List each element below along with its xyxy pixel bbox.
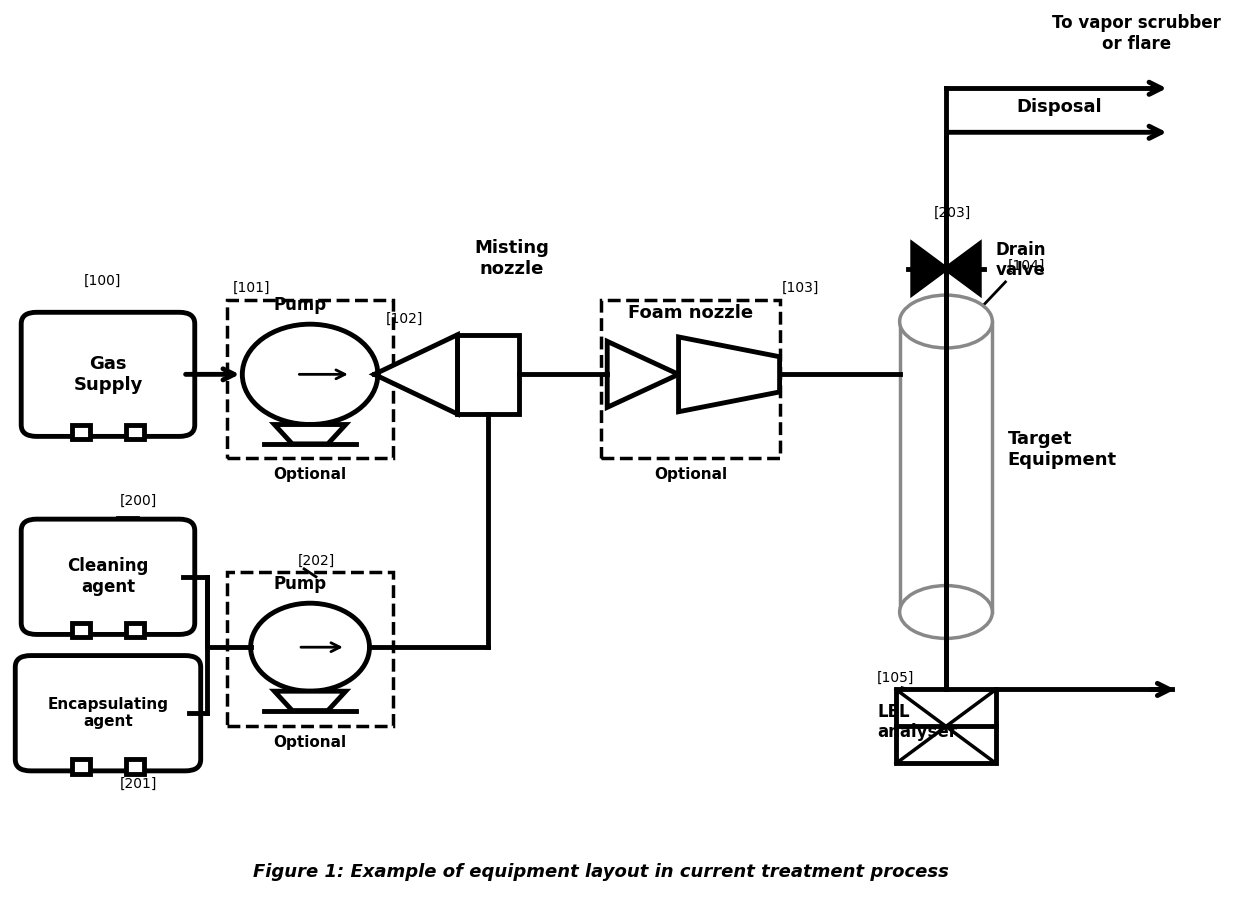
Text: Encapsulating
agent: Encapsulating agent	[47, 697, 169, 729]
Bar	[72, 759, 89, 774]
Text: [102]: [102]	[387, 312, 424, 326]
Text: LEL
analyser: LEL analyser	[877, 702, 957, 741]
Text: Foam nozzle: Foam nozzle	[628, 303, 753, 321]
Text: Figure 1: Example of equipment layout in current treatment process: Figure 1: Example of equipment layout in…	[253, 862, 949, 881]
Bar	[900, 321, 992, 612]
FancyBboxPatch shape	[21, 312, 195, 436]
Polygon shape	[679, 337, 779, 412]
Text: [103]: [103]	[782, 281, 819, 295]
Polygon shape	[274, 691, 346, 710]
Text: Target
Equipment: Target Equipment	[1007, 430, 1116, 469]
Text: Cleaning
agent: Cleaning agent	[67, 557, 149, 596]
Polygon shape	[607, 341, 679, 407]
Text: [104]: [104]	[1007, 259, 1046, 273]
Ellipse shape	[900, 295, 992, 348]
FancyBboxPatch shape	[15, 655, 201, 771]
Bar	[457, 335, 519, 414]
Circle shape	[250, 604, 369, 691]
Text: Optional: Optional	[274, 467, 347, 481]
Text: Gas
Supply: Gas Supply	[73, 355, 142, 394]
Polygon shape	[947, 244, 979, 293]
Text: [203]: [203]	[934, 206, 971, 220]
Text: Pump: Pump	[274, 297, 327, 315]
Circle shape	[243, 324, 378, 424]
Bar	[227, 300, 393, 458]
Bar	[126, 623, 144, 637]
Bar	[126, 425, 144, 439]
Bar	[896, 690, 996, 764]
Text: To vapor scrubber
or flare: To vapor scrubber or flare	[1052, 14, 1220, 53]
Polygon shape	[374, 335, 457, 414]
Text: [200]: [200]	[120, 494, 157, 508]
Text: Disposal: Disposal	[1016, 99, 1101, 117]
Polygon shape	[913, 244, 947, 293]
Text: Misting
nozzle: Misting nozzle	[475, 239, 550, 278]
Text: [201]: [201]	[120, 776, 157, 791]
Text: [105]: [105]	[877, 671, 914, 685]
Text: Pump: Pump	[274, 575, 327, 593]
Text: [202]: [202]	[299, 554, 336, 568]
Bar	[227, 572, 393, 727]
Bar	[126, 759, 144, 774]
Text: Drain
valve: Drain valve	[996, 241, 1047, 280]
Text: [100]: [100]	[83, 274, 120, 288]
Bar	[72, 425, 89, 439]
Bar	[72, 623, 89, 637]
Text: [101]: [101]	[233, 281, 270, 295]
Polygon shape	[274, 424, 346, 443]
Text: Optional: Optional	[274, 735, 347, 750]
Ellipse shape	[900, 586, 992, 638]
FancyBboxPatch shape	[21, 519, 195, 634]
Bar	[601, 300, 779, 458]
Text: Optional: Optional	[654, 467, 727, 481]
